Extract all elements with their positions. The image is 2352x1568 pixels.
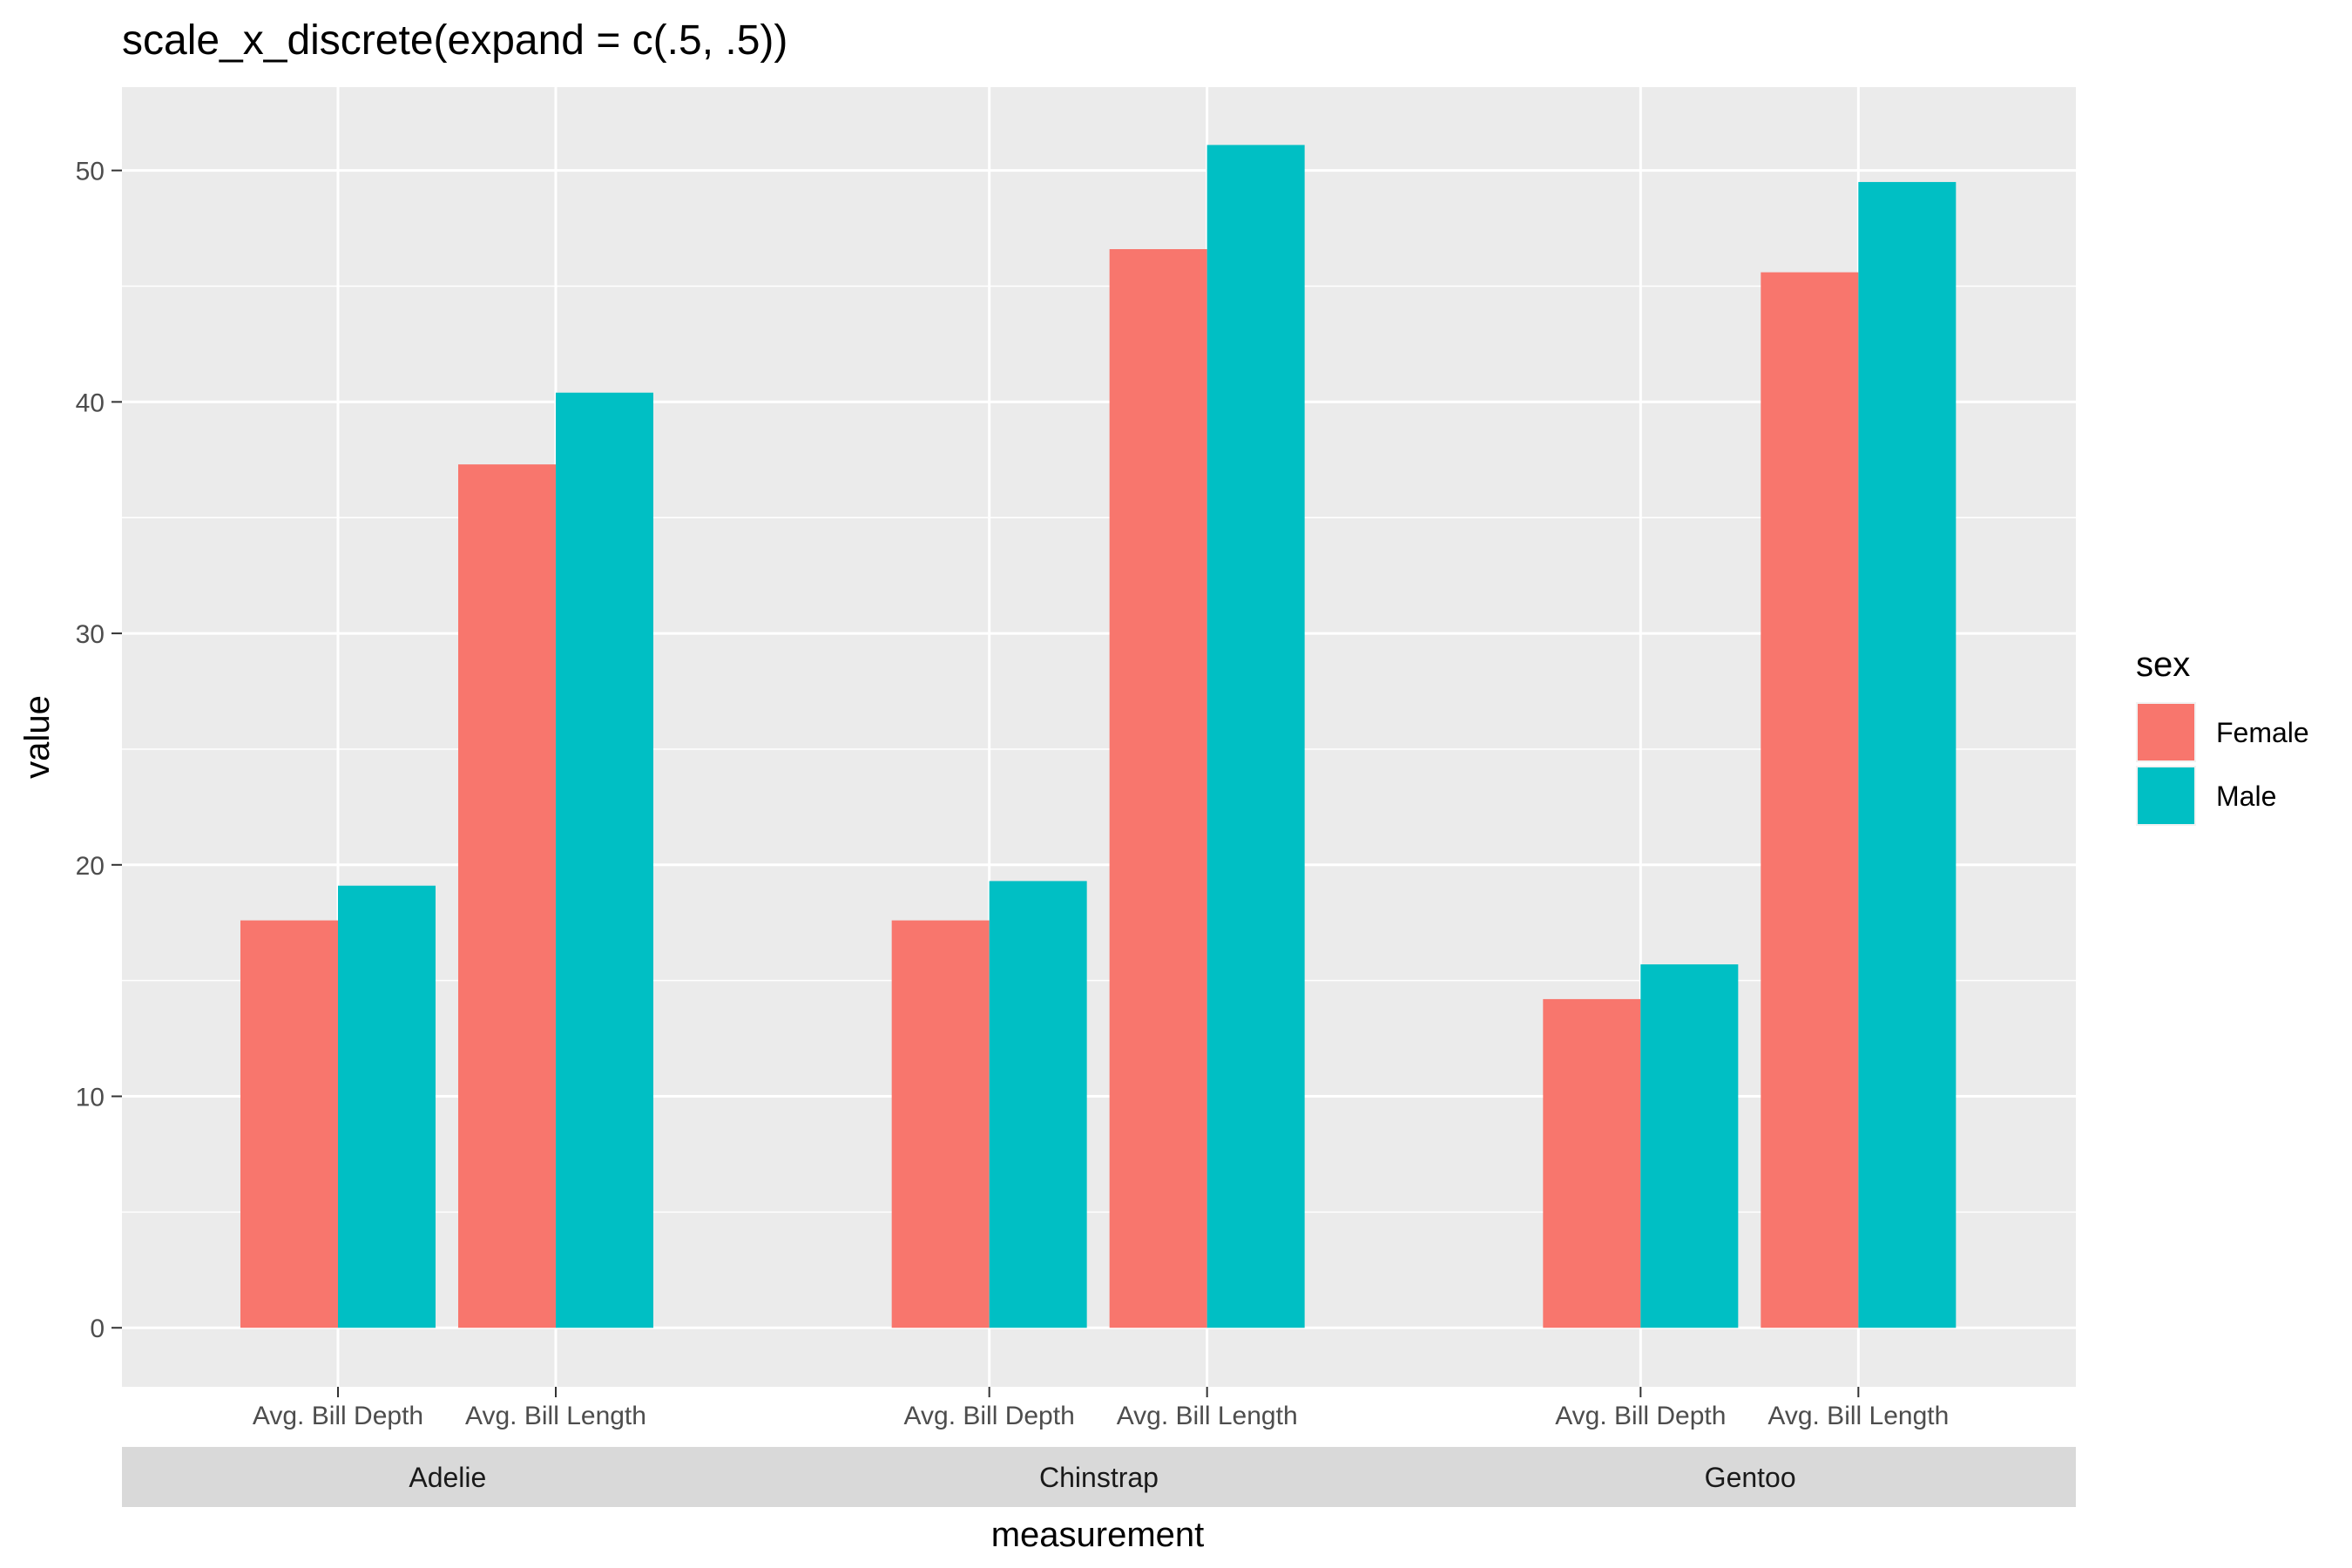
x-tick-label: Avg. Bill Length — [465, 1402, 646, 1430]
bar-male-chinstrap-2 — [1206, 145, 1305, 1328]
bar-male-gentoo-2 — [1858, 181, 1957, 1328]
bar-female-adelie-2 — [458, 464, 556, 1328]
bar-female-gentoo-1 — [1543, 998, 1641, 1328]
y-tick-label: 0 — [90, 1315, 105, 1343]
x-tick-label: Avg. Bill Length — [1767, 1402, 1949, 1430]
panel-background — [122, 87, 2076, 1387]
y-tick-label: 40 — [76, 389, 105, 417]
bar-male-gentoo-1 — [1640, 964, 1739, 1328]
legend-label-female: Female — [2216, 717, 2309, 748]
legend-key-male — [2138, 767, 2194, 824]
bar-male-adelie-2 — [556, 392, 653, 1328]
facet-label-adelie: Adelie — [409, 1462, 486, 1493]
bar-marks — [240, 145, 1957, 1328]
facet-label-gentoo: Gentoo — [1705, 1462, 1796, 1493]
legend-title: sex — [2136, 645, 2190, 684]
bar-male-chinstrap-1 — [989, 881, 1087, 1328]
legend-key-female — [2138, 704, 2194, 760]
axes: 0 10 20 30 40 50 Avg. Bill Depth Avg. Bill Leng… — [76, 158, 1950, 1430]
bar-female-gentoo-2 — [1761, 272, 1859, 1328]
x-axis-title: measurement — [991, 1516, 1205, 1554]
bar-female-chinstrap-2 — [1109, 249, 1207, 1328]
y-axis-title: value — [18, 695, 57, 779]
facet-strips: Adelie Chinstrap Gentoo — [122, 1447, 2076, 1507]
x-tick-label: Avg. Bill Depth — [904, 1402, 1075, 1430]
legend: sex Female Male — [2136, 645, 2309, 826]
bar-male-adelie-1 — [338, 885, 436, 1328]
facet-label-chinstrap: Chinstrap — [1039, 1462, 1159, 1493]
chart-title: scale_x_discrete(expand = c(.5, .5)) — [122, 17, 787, 64]
x-tick-label: Avg. Bill Depth — [253, 1402, 423, 1430]
x-tick-label: Avg. Bill Length — [1117, 1402, 1298, 1430]
bar-female-chinstrap-1 — [891, 920, 990, 1328]
x-tick-label: Avg. Bill Depth — [1555, 1402, 1726, 1430]
facet-strip-background — [122, 1447, 2076, 1507]
bar-female-adelie-1 — [240, 920, 338, 1328]
y-tick-label: 10 — [76, 1084, 105, 1112]
y-tick-label: 30 — [76, 620, 105, 649]
y-tick-label: 20 — [76, 852, 105, 881]
legend-label-male: Male — [2216, 781, 2276, 812]
y-tick-label: 50 — [76, 158, 105, 186]
